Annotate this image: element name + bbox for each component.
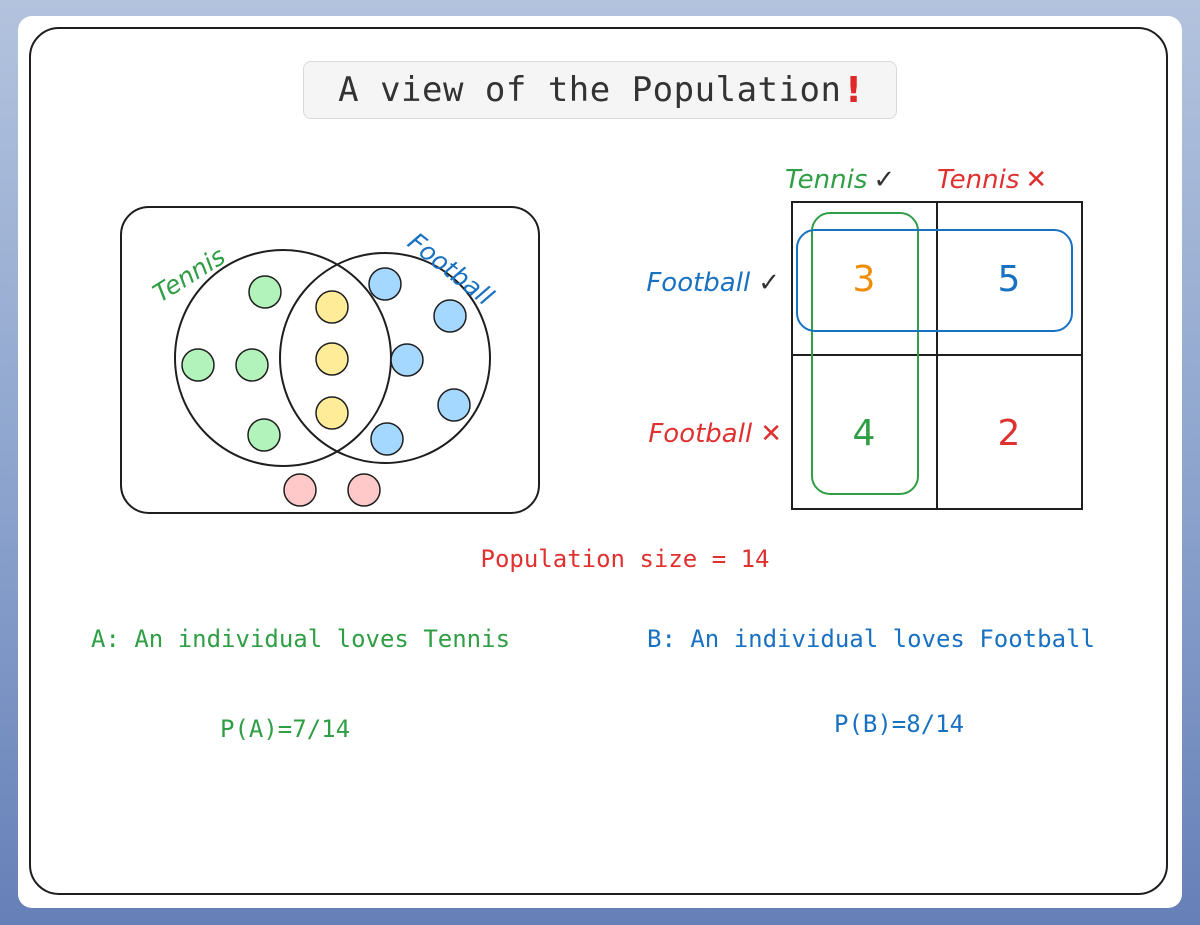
row-header-label: Football xyxy=(648,419,753,449)
event-a-definition: A: An individual loves Tennis xyxy=(91,625,511,653)
venn-dot-football-only xyxy=(390,343,424,377)
venn-diagram: Tennis Football xyxy=(120,206,540,514)
col-header-tennis-no: Tennis ✕ xyxy=(937,165,1047,195)
venn-dot-football-only xyxy=(368,267,402,301)
venn-circle-football xyxy=(279,252,491,464)
row-header-football-yes: Football ✓ xyxy=(646,268,780,298)
cross-icon: ✕ xyxy=(1025,165,1047,195)
col-header-label: Tennis xyxy=(937,165,1019,195)
title-box: A view of the Population! xyxy=(303,61,897,119)
card-background xyxy=(18,16,1182,908)
venn-dot-tennis-only xyxy=(235,348,269,382)
check-icon: ✓ xyxy=(873,165,895,195)
tennis-column-highlight xyxy=(811,212,919,495)
check-icon: ✓ xyxy=(758,268,780,298)
contingency-table: Tennis ✓ Tennis ✕ Football ✓ Football ✕ 3 5 … xyxy=(646,165,1083,510)
probability-b: P(B)=8/14 xyxy=(834,710,965,738)
cell-notennis-nofootball: 2 xyxy=(998,413,1021,454)
venn-dot-neither xyxy=(283,473,317,507)
venn-dot-football-only xyxy=(437,388,471,422)
venn-dot-tennis-only xyxy=(181,348,215,382)
exclamation-mark: ! xyxy=(845,69,862,111)
venn-dots xyxy=(181,267,471,507)
venn-dot-both xyxy=(315,290,349,324)
football-row-highlight xyxy=(796,229,1073,332)
probability-a: P(A)=7/14 xyxy=(220,715,351,743)
cross-icon: ✕ xyxy=(760,419,782,449)
cell-tennis-nofootball: 4 xyxy=(853,413,876,454)
cell-tennis-football: 3 xyxy=(853,259,876,300)
venn-dot-both xyxy=(315,396,349,430)
row-header-label: Football xyxy=(646,268,751,298)
event-b-definition: B: An individual loves Football xyxy=(647,625,1095,653)
venn-dot-tennis-only xyxy=(247,418,281,452)
venn-label-football: Football xyxy=(402,227,499,311)
col-header-label: Tennis xyxy=(785,165,867,195)
venn-dot-tennis-only xyxy=(248,275,282,309)
venn-dot-both xyxy=(315,342,349,376)
venn-label-tennis: Tennis xyxy=(148,242,231,309)
cell-notennis-football: 5 xyxy=(998,259,1021,300)
venn-population-box xyxy=(120,206,540,514)
col-header-tennis-yes: Tennis ✓ xyxy=(785,165,895,195)
population-size: Population size = 14 xyxy=(480,545,770,573)
venn-dot-football-only xyxy=(370,422,404,456)
venn-dot-neither xyxy=(347,473,381,507)
venn-dot-football-only xyxy=(433,299,467,333)
row-header-football-no: Football ✕ xyxy=(648,419,782,449)
diagram-frame xyxy=(29,27,1168,895)
page-title: A view of the Population xyxy=(338,70,842,110)
